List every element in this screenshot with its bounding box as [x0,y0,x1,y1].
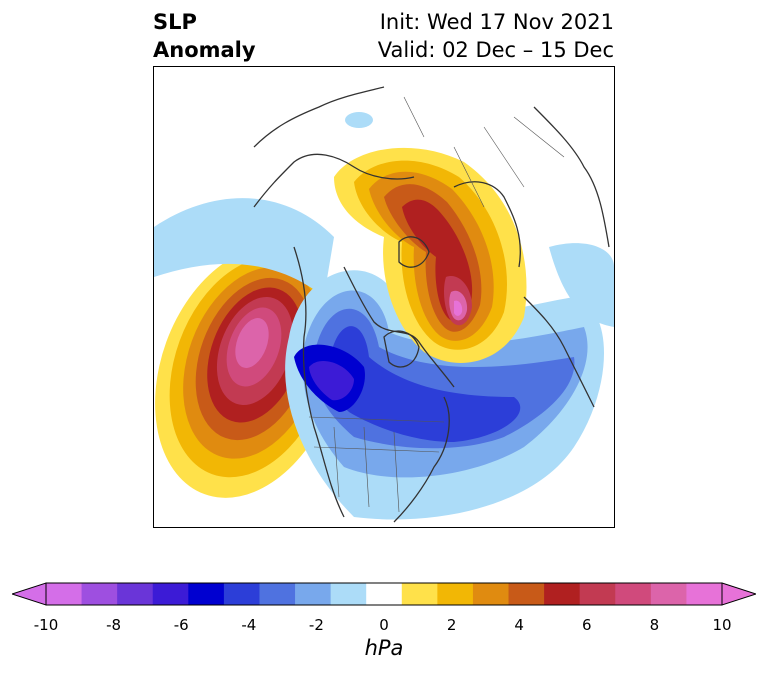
colorbar-segment [615,583,652,605]
title-field: Anomaly [153,38,256,62]
title-variable: SLP [153,10,197,34]
pacific-weak-low [154,198,334,297]
colorbar-tick-label: -10 [33,616,59,634]
colorbar-segment [366,583,403,605]
colorbar-segment [81,583,118,605]
colorbar-segment [472,583,510,605]
colorbar-segment [152,583,189,605]
siberia-weak-low [345,112,373,128]
colorbar-tick-label: -8 [106,616,122,634]
map-canvas [154,86,614,523]
europe-weak-low [549,243,614,327]
coastlines [253,86,610,523]
pacific-high-anomaly [155,246,343,498]
colorbar-segment [295,583,332,605]
init-date: Init: Wed 17 Nov 2021 [379,10,614,34]
north-america-low-anomaly [285,270,604,520]
map-panel [153,66,615,528]
colorbar-segment [579,583,616,605]
colorbar-tick-label: 0 [379,616,389,634]
colorbar-tick-label: -4 [241,616,257,634]
colorbar-segment [508,583,545,605]
colorbar-tick-label: 4 [514,616,524,634]
chart-title: SLP Anomaly [153,8,256,64]
colorbar-border [45,582,723,606]
colorbar-segment [401,583,438,605]
colorbar-segment [117,583,154,605]
colorbar-tick-label: 8 [649,616,660,634]
colorbar-tick-label: 2 [446,616,457,634]
atlantic-high-anomaly [334,147,527,363]
colorbar-segment [223,583,260,605]
colorbar-bar [10,582,758,606]
colorbar-extend-max [721,582,758,606]
borders [308,96,565,513]
colorbar-unit: hPa [364,636,404,660]
colorbar [10,582,758,612]
chart-subtitle: Init: Wed 17 Nov 2021 Valid: 02 Dec – 15… [378,8,614,64]
colorbar-extend-min [10,582,47,606]
colorbar-tick-label: 10 [712,616,732,634]
colorbar-segment [650,583,687,605]
colorbar-tick-label: 6 [582,616,592,634]
colorbar-tick-label: -2 [308,616,324,634]
colorbar-segment [544,583,581,605]
valid-range: Valid: 02 Dec – 15 Dec [377,38,614,62]
colorbar-segment [188,583,225,605]
colorbar-segment [46,583,83,605]
colorbar-segment [259,583,296,605]
colorbar-segment [437,583,474,605]
colorbar-tick-label: -6 [173,616,189,634]
colorbar-segment [330,583,367,605]
colorbar-segment [686,583,723,605]
